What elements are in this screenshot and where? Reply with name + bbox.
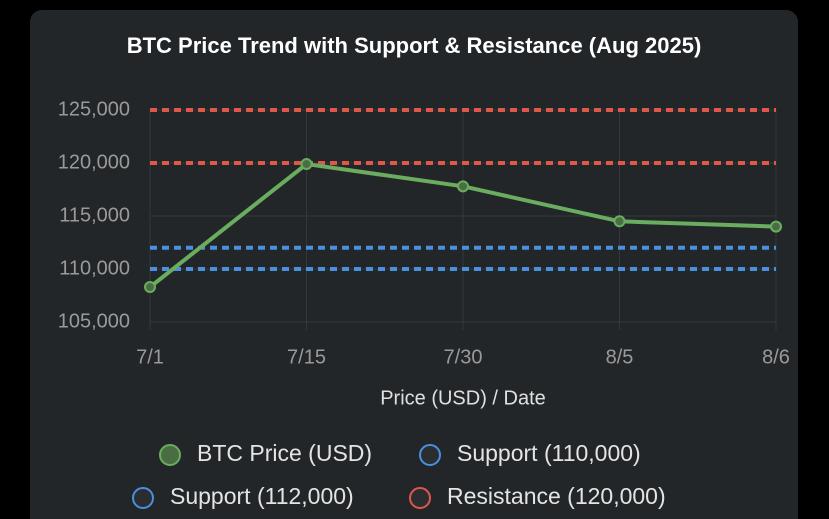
x-tick-label: 7/1	[136, 346, 164, 368]
data-point	[613, 215, 626, 228]
data-point	[457, 180, 469, 193]
y-tick-label: 105,000	[58, 310, 130, 332]
x-tick-label: 7/30	[444, 346, 483, 368]
legend-label: BTC Price (USD)	[197, 440, 372, 466]
legend-marker	[132, 487, 154, 509]
legend-label: Support (112,000)	[170, 483, 354, 509]
x-axis-label: Price (USD) / Date	[380, 387, 546, 409]
x-tick-label: 8/5	[606, 346, 634, 368]
chart-title: BTC Price Trend with Support & Resistanc…	[127, 33, 702, 58]
x-tick-label: 7/15	[287, 346, 326, 368]
y-tick-label: 110,000	[59, 257, 130, 279]
legend-label: Resistance (120,000)	[447, 483, 666, 509]
y-tick-label: 120,000	[58, 151, 130, 173]
legend-marker	[419, 444, 441, 466]
data-point	[300, 158, 313, 171]
legend-marker	[159, 444, 181, 466]
x-tick-label: 8/6	[762, 346, 790, 368]
legend-marker	[409, 487, 431, 509]
data-point	[770, 220, 782, 233]
y-tick-label: 115,000	[59, 204, 130, 226]
legend-label: Support (110,000)	[457, 440, 641, 466]
chart-card	[30, 10, 798, 519]
y-tick-label: 125,000	[58, 98, 130, 120]
data-point	[144, 281, 156, 294]
